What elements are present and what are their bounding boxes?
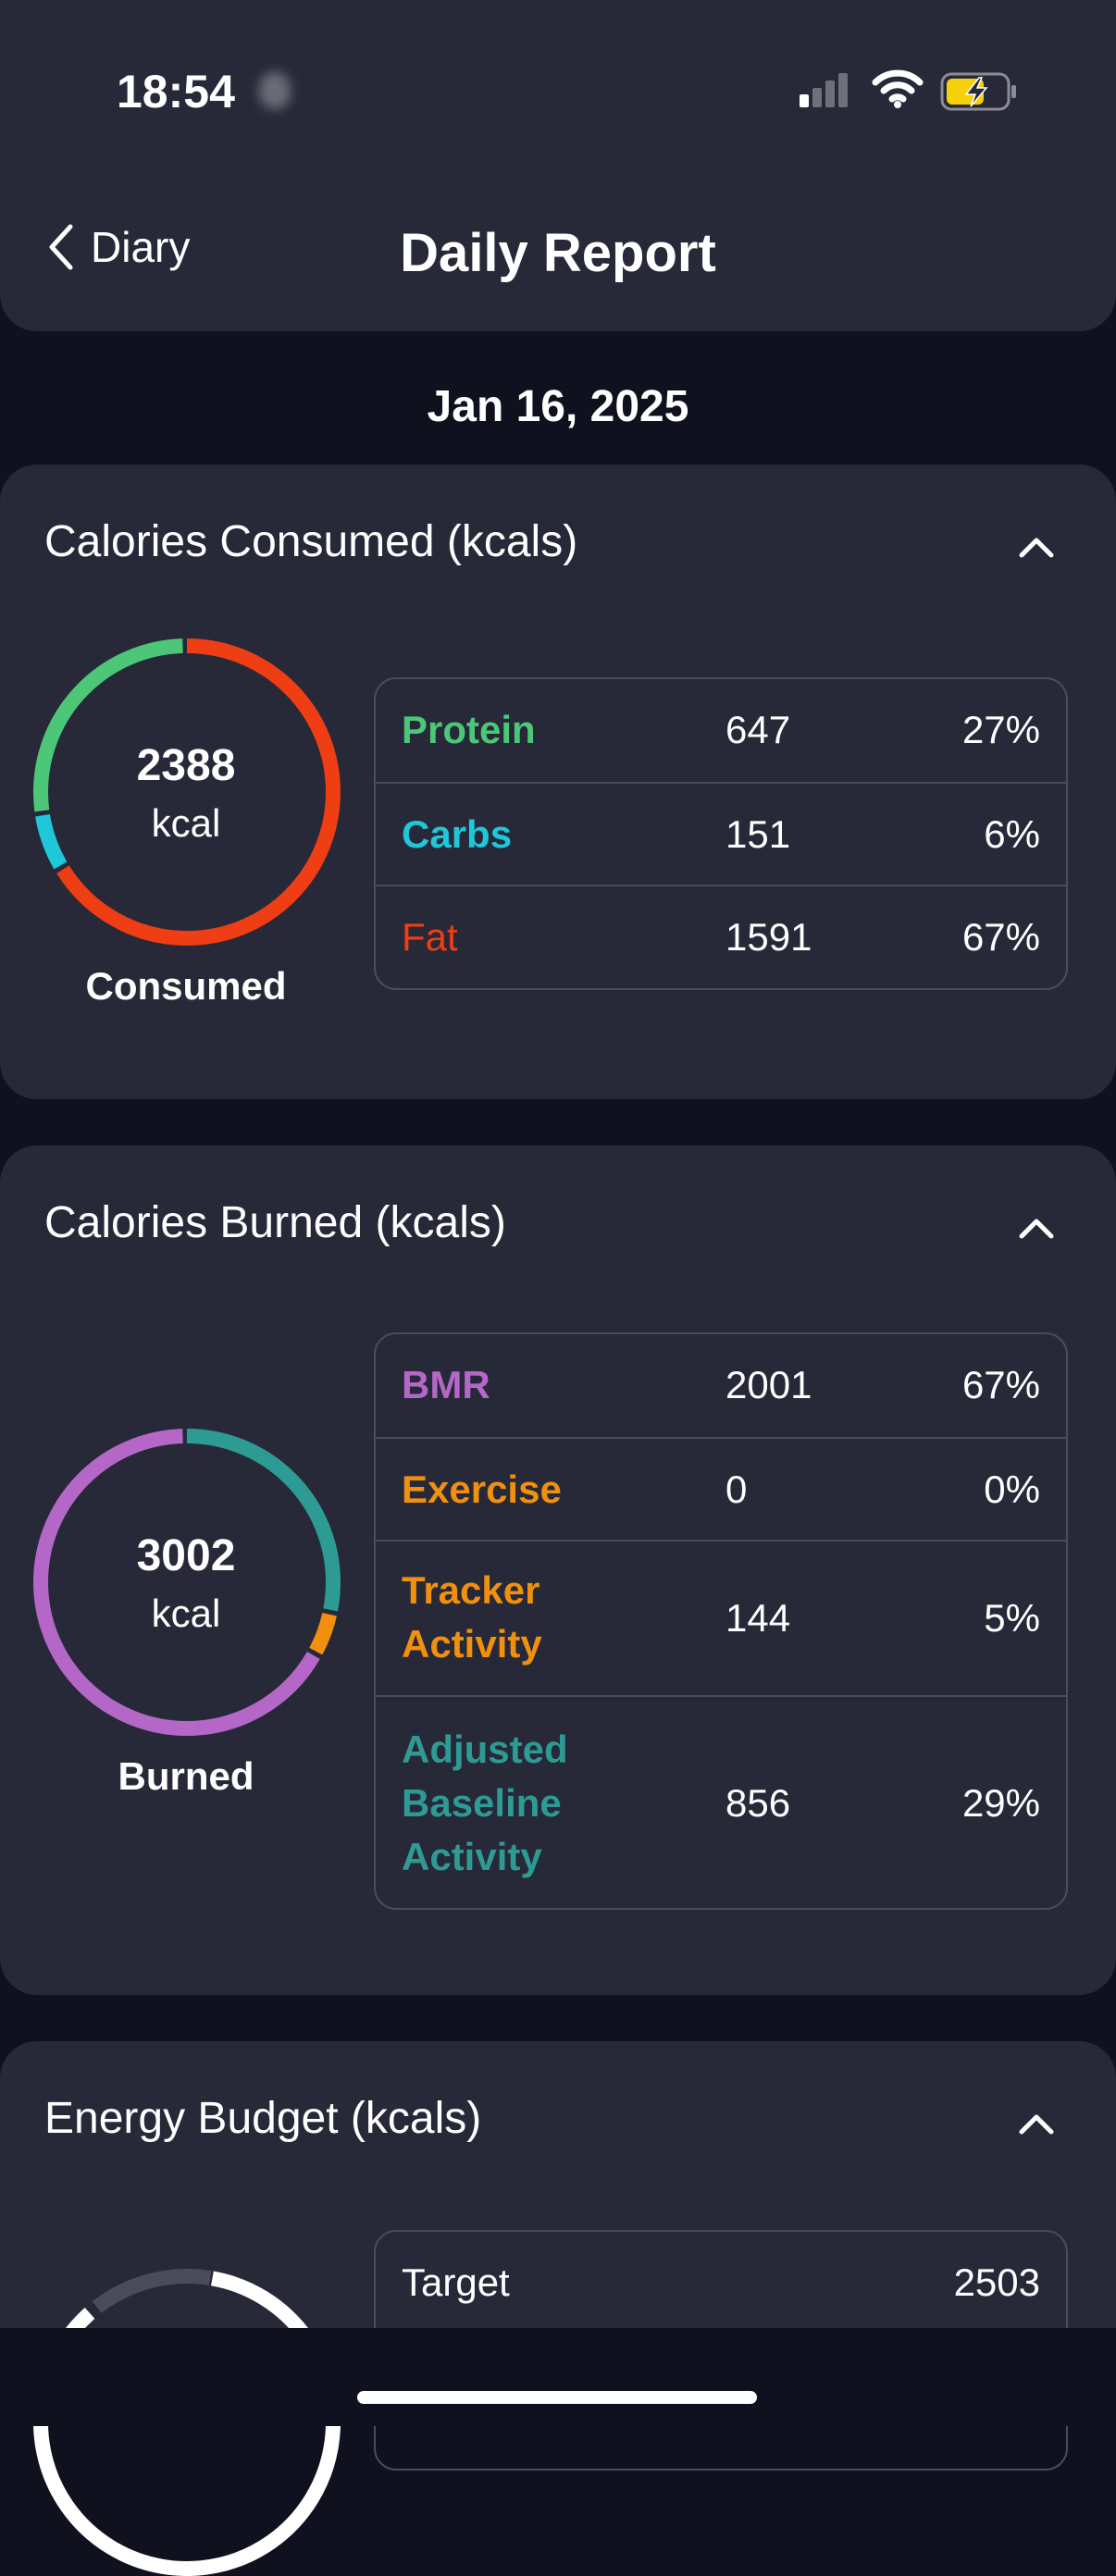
- burned-breakdown-table: BMR 2001 67% Exercise 0 0% Tracker Activ…: [374, 1332, 1068, 1910]
- top-header: 18:54 Diary Daily Report: [0, 0, 1116, 331]
- consumed-unit: kcal: [151, 801, 221, 845]
- protein-percent: 27%: [961, 708, 1040, 751]
- back-button-label: Diary: [91, 223, 191, 271]
- table-row: Exercise 0 0%: [376, 1437, 1066, 1540]
- collapse-chevron-up-icon[interactable]: [1014, 1214, 1059, 1242]
- burned-donut-segments: [33, 1429, 341, 1736]
- carbs-percent: 6%: [984, 812, 1040, 856]
- fat-value: 1591: [725, 915, 812, 959]
- exercise-value: 0: [725, 1468, 748, 1511]
- table-row: Target 2503: [376, 2232, 1066, 2334]
- carbs-value: 151: [725, 812, 791, 856]
- consumed-donut-segments: [33, 638, 341, 946]
- adjusted-baseline-activity-percent: 29%: [961, 1781, 1040, 1825]
- chevron-left-icon: [49, 224, 73, 270]
- table-row: Fat 1591 67%: [376, 885, 1066, 988]
- burned-caption: Burned: [118, 1754, 254, 1798]
- bmr-percent: 67%: [961, 1363, 1040, 1406]
- fat-label: Fat: [402, 915, 458, 959]
- table-row: BMR 2001 67%: [376, 1334, 1066, 1437]
- collapse-chevron-up-icon[interactable]: [1014, 533, 1059, 561]
- table-row: Protein 647 27%: [376, 679, 1066, 782]
- exercise-label: Exercise: [402, 1468, 562, 1511]
- adjusted-baseline-activity-label: Adjusted Baseline Activity: [402, 1728, 568, 1878]
- status-time: 18:54: [117, 66, 235, 118]
- protein-value: 647: [725, 708, 791, 751]
- exercise-percent: 0%: [984, 1468, 1040, 1511]
- energy-budget-title: Energy Budget (kcals): [44, 2094, 482, 2143]
- target-label: Target: [402, 2260, 510, 2304]
- calories-consumed-title: Calories Consumed (kcals): [44, 517, 578, 566]
- tracker-activity-value: 144: [725, 1596, 791, 1640]
- home-indicator[interactable]: [357, 2391, 757, 2404]
- tracker-activity-label: Tracker Activity: [402, 1568, 542, 1666]
- carbs-label: Carbs: [402, 812, 513, 856]
- back-button[interactable]: Diary: [44, 222, 190, 272]
- home-bar-area: [0, 2328, 1116, 2426]
- calories-burned-title: Calories Burned (kcals): [44, 1198, 506, 1247]
- blurred-status-icon: [259, 72, 291, 109]
- burned-total: 3002: [136, 1531, 236, 1580]
- report-date: Jan 16, 2025: [427, 382, 689, 431]
- bmr-value: 2001: [725, 1363, 812, 1406]
- table-row: Adjusted Baseline Activity 856 29%: [376, 1695, 1066, 1908]
- bmr-label: BMR: [402, 1363, 490, 1406]
- ring-segment-fat: [33, 638, 341, 946]
- battery-charging-icon: [940, 72, 1016, 111]
- ring-segment-protein: [33, 638, 341, 946]
- calories-burned-card: Calories Burned (kcals) 3002 kcal Burned…: [0, 1146, 1116, 1995]
- target-value: 2503: [953, 2260, 1040, 2304]
- consumed-total: 2388: [136, 741, 236, 790]
- ring-segment-bmr: [33, 1429, 341, 1736]
- consumed-caption: Consumed: [85, 964, 287, 1008]
- consumed-macro-table: Protein 647 27% Carbs 151 6% Fat 1591 67…: [374, 677, 1068, 990]
- fat-percent: 67%: [961, 915, 1040, 959]
- ring-segment-adjusted-baseline-activity: [33, 1429, 341, 1736]
- table-row: Tracker Activity 144 5%: [376, 1540, 1066, 1695]
- cellular-signal-icon: [800, 73, 848, 107]
- collapse-chevron-up-icon[interactable]: [1014, 2110, 1059, 2137]
- calories-consumed-card: Calories Consumed (kcals) 2388 kcal Cons…: [0, 464, 1116, 1099]
- burned-donut-chart: [33, 1429, 341, 1736]
- adjusted-baseline-activity-value: 856: [725, 1781, 791, 1825]
- tracker-activity-percent: 5%: [984, 1596, 1040, 1640]
- burned-unit: kcal: [151, 1591, 221, 1635]
- wifi-icon: [872, 69, 924, 108]
- table-row: Carbs 151 6%: [376, 782, 1066, 885]
- consumed-donut-chart: [33, 638, 341, 946]
- protein-label: Protein: [402, 708, 536, 751]
